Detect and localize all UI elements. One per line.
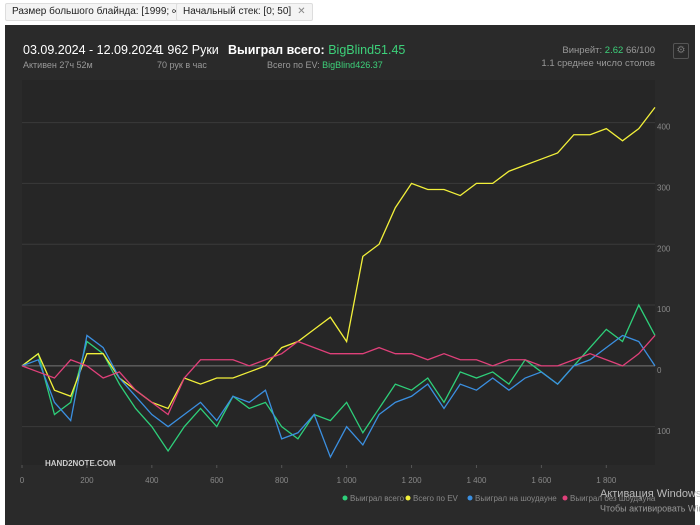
logo: HAND2NOTE.COM (45, 459, 116, 468)
x-tick-label: 1 800 (596, 476, 617, 485)
watermark: Чтобы активировать Windows (600, 503, 700, 513)
legend-marker (405, 495, 411, 501)
x-tick-label: 1 000 (337, 476, 358, 485)
filter-text: Начальный стек: [0; 50] (183, 6, 292, 17)
x-tick-label: 800 (275, 476, 289, 485)
series-line (21, 334, 656, 459)
legend-label: Всего по EV (413, 494, 459, 503)
x-tick-label: 400 (145, 476, 159, 485)
series-line (21, 335, 656, 416)
legend-marker (342, 495, 348, 501)
x-tick-label: 200 (80, 476, 94, 485)
legend-label: Выиграл без шоудауна (570, 494, 656, 503)
x-tick-label: 600 (210, 476, 224, 485)
y-tick-label: 300 (657, 184, 671, 193)
legend-marker (467, 495, 473, 501)
x-tick-label: 1 400 (466, 476, 487, 485)
tables: 1.1 среднее число столов (541, 58, 655, 69)
series-line (21, 106, 656, 410)
won-value: BigBlind51.45 (328, 43, 406, 57)
y-tick-label: 400 (657, 123, 671, 132)
ev-value: BigBlind426.37 (322, 60, 383, 70)
y-tick-label: 200 (657, 244, 671, 253)
watermark: Активация Windows (600, 488, 700, 500)
legend-label: Выиграл на шоудауне (475, 494, 557, 503)
legend-label: Выиграл всего (350, 494, 405, 503)
dates: 03.09.2024 - 12.09.2024 (23, 43, 160, 57)
y-tick-label: 100 (657, 427, 671, 436)
winrate-label: Винрейт: (562, 45, 603, 56)
winrate-range: 66/100 (625, 45, 655, 56)
x-tick-label: 1 600 (531, 476, 552, 485)
y-tick-label: 0 (657, 366, 662, 375)
x-tick-label: 1 200 (402, 476, 423, 485)
hands: 1 962 Руки (157, 43, 219, 57)
filter-chip[interactable]: Начальный стек: [0; 50] ✕ (176, 3, 313, 21)
ev-label: Всего по EV: (267, 60, 320, 70)
plot-area (22, 80, 655, 465)
x-tick-label: 0 (20, 476, 25, 485)
active-time: Активен 27ч 52м (23, 60, 93, 70)
hands-rate: 70 рук в час (157, 60, 207, 70)
won-label: Выиграл всего: (228, 43, 325, 57)
filter-text: Размер большого блайнда: [1999; ∞) (12, 6, 183, 17)
settings-button[interactable]: ⚙ (673, 43, 689, 59)
y-tick-label: 100 (657, 305, 671, 314)
winrate-value: 2.62 (604, 45, 624, 56)
legend-marker (562, 495, 568, 501)
